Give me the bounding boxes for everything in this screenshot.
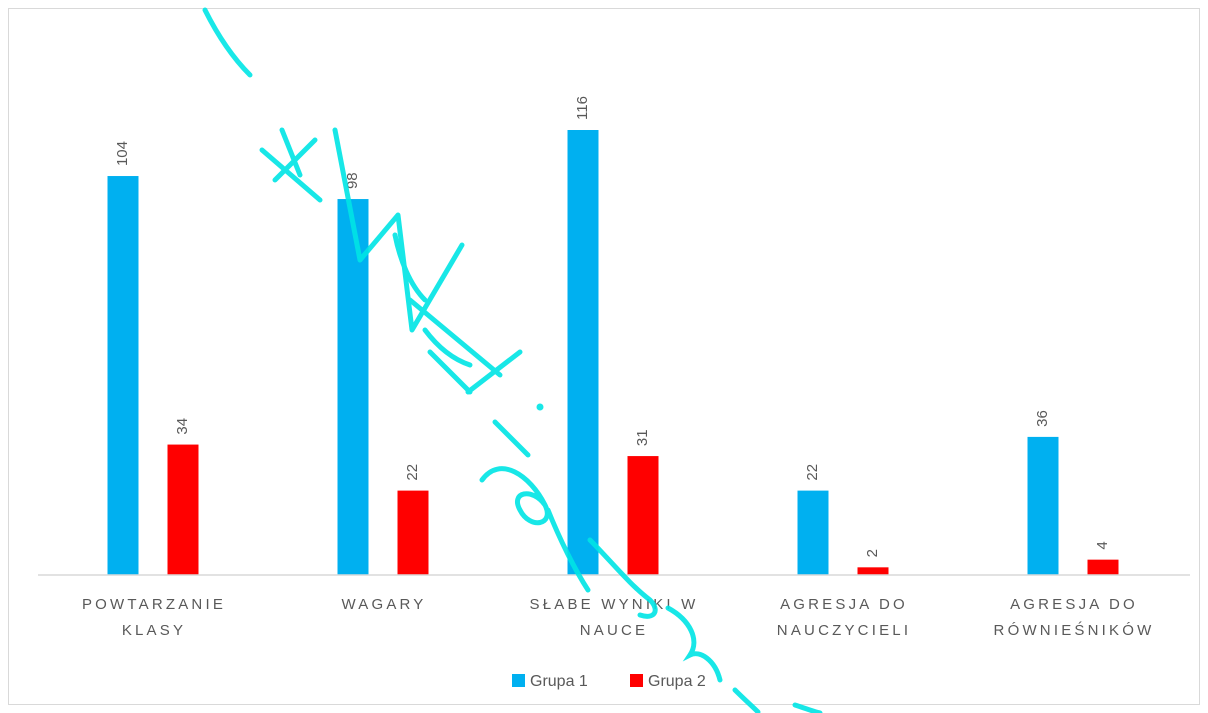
value-label-2-2: 22: [404, 464, 421, 481]
bar-1-1: [107, 176, 139, 575]
value-label-2-5: 4: [1094, 541, 1111, 549]
bar-2-3: [627, 456, 659, 575]
category-label-5-line-1: AGRESJA DO: [1010, 596, 1138, 613]
legend-swatch-1: [512, 674, 525, 687]
legend-label-2: Grupa 2: [648, 673, 706, 690]
bars-layer: [107, 130, 1119, 575]
bar-1-3: [567, 130, 599, 575]
bar-1-2: [337, 199, 369, 575]
category-label-3-line-2: NAUCE: [580, 622, 649, 639]
category-label-4-line-1: AGRESJA DO: [780, 596, 908, 613]
bar-2-2: [397, 490, 429, 575]
category-label-4-line-2: NAUCZYCIELI: [777, 622, 911, 639]
value-label-1-2: 98: [344, 172, 361, 189]
legend-swatch-2: [630, 674, 643, 687]
bar-1-5: [1027, 436, 1059, 575]
category-label-1-line-1: POWTARZANIE: [82, 596, 226, 613]
legend-label-1: Grupa 1: [530, 673, 588, 690]
value-label-1-5: 36: [1034, 410, 1051, 427]
category-label-1-line-2: KLASY: [122, 622, 186, 639]
bar-1-4: [797, 490, 829, 575]
value-label-2-4: 2: [864, 549, 881, 557]
bar-2-4: [857, 567, 889, 575]
bar-2-5: [1087, 559, 1119, 575]
value-label-1-3: 116: [574, 96, 591, 120]
bar-2-1: [167, 444, 199, 575]
category-label-5-line-2: RÓWNIEŚNIKÓW: [994, 621, 1155, 639]
category-label-2-line-1: WAGARY: [341, 596, 426, 613]
watermark-logo: [202, 7, 823, 713]
value-label-1-1: 104: [114, 141, 131, 166]
value-label-2-3: 31: [634, 429, 651, 446]
value-label-1-4: 22: [804, 464, 821, 481]
value-labels-layer: 104 98 116 22 36 34 22 31 2 4: [114, 96, 1111, 557]
legend: Grupa 1 Grupa 2: [512, 673, 706, 690]
value-label-2-1: 34: [174, 418, 191, 435]
chart-frame: [8, 8, 1200, 705]
